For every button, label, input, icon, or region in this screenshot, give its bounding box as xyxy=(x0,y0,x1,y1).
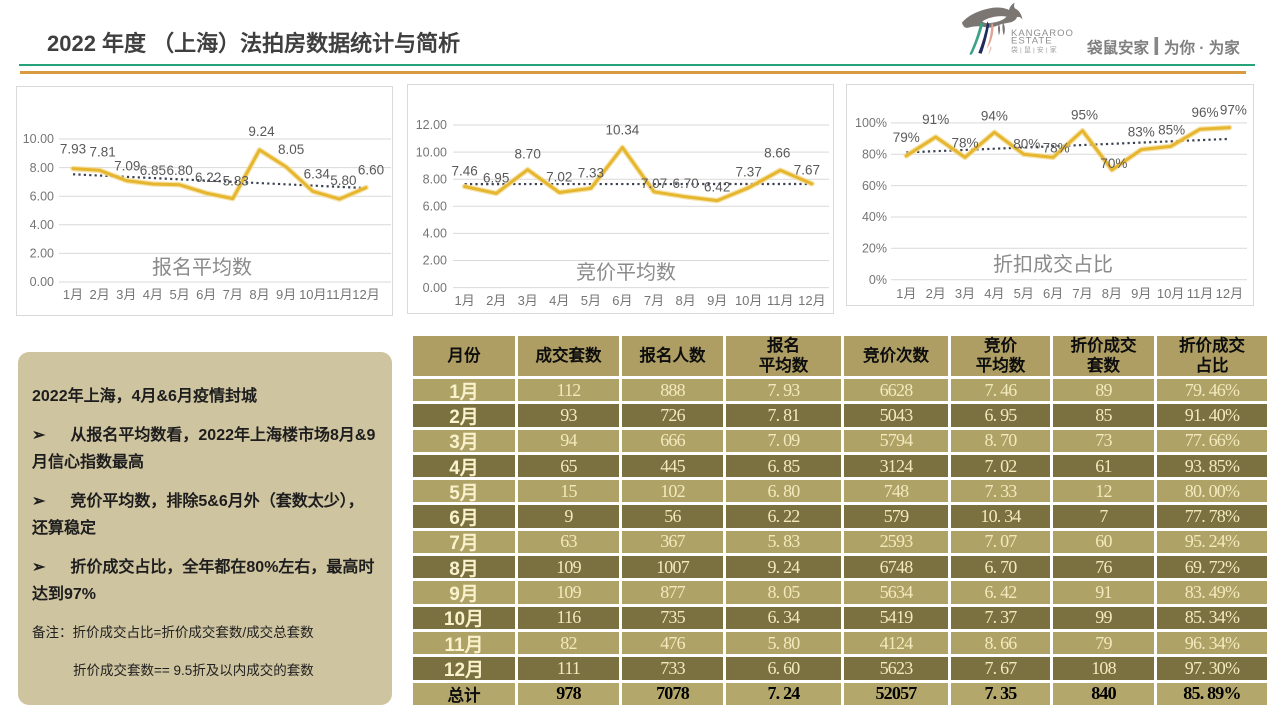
svg-text:80%: 80% xyxy=(862,148,887,162)
svg-text:2月: 2月 xyxy=(486,293,506,308)
svg-text:6.95: 6.95 xyxy=(483,170,509,185)
svg-text:6月: 6月 xyxy=(1043,286,1063,301)
svg-text:2月: 2月 xyxy=(89,287,109,302)
svg-text:60%: 60% xyxy=(862,179,887,193)
svg-text:7.37: 7.37 xyxy=(736,165,762,180)
svg-text:12.00: 12.00 xyxy=(416,118,447,132)
svg-text:11月: 11月 xyxy=(1187,286,1214,301)
svg-text:6.42: 6.42 xyxy=(704,180,730,195)
svg-text:10月: 10月 xyxy=(1157,286,1184,301)
svg-text:12月: 12月 xyxy=(1216,286,1243,301)
svg-text:78%: 78% xyxy=(951,135,978,150)
svg-text:9月: 9月 xyxy=(707,293,727,308)
svg-text:袋|鼠|安|家: 袋|鼠|安|家 xyxy=(1011,45,1059,54)
svg-text:91%: 91% xyxy=(922,112,949,127)
svg-text:8.05: 8.05 xyxy=(278,142,304,157)
svg-text:10.00: 10.00 xyxy=(416,145,447,159)
svg-text:6月: 6月 xyxy=(612,293,632,308)
svg-text:7.81: 7.81 xyxy=(89,144,115,159)
svg-text:7.33: 7.33 xyxy=(578,165,604,180)
svg-text:12月: 12月 xyxy=(798,293,825,308)
svg-text:7月: 7月 xyxy=(223,287,243,302)
svg-text:20%: 20% xyxy=(862,242,887,256)
svg-text:6.00: 6.00 xyxy=(423,200,447,214)
svg-text:4.00: 4.00 xyxy=(30,218,54,232)
svg-text:7.46: 7.46 xyxy=(451,164,477,179)
svg-text:97%: 97% xyxy=(1220,103,1247,118)
svg-text:9.24: 9.24 xyxy=(248,124,275,139)
svg-text:4月: 4月 xyxy=(549,293,569,308)
svg-text:8.66: 8.66 xyxy=(764,145,790,160)
svg-text:9月: 9月 xyxy=(276,287,296,302)
svg-text:3月: 3月 xyxy=(518,293,538,308)
svg-text:85%: 85% xyxy=(1158,122,1185,137)
svg-text:10.00: 10.00 xyxy=(23,132,54,146)
svg-text:79%: 79% xyxy=(893,130,920,145)
svg-text:0.00: 0.00 xyxy=(423,281,447,295)
svg-text:5月: 5月 xyxy=(169,287,189,302)
svg-text:KANGAROO: KANGAROO xyxy=(1011,28,1074,39)
svg-text:6.85: 6.85 xyxy=(140,163,166,178)
svg-text:10月: 10月 xyxy=(735,293,762,308)
svg-text:10.34: 10.34 xyxy=(606,123,640,138)
svg-text:83%: 83% xyxy=(1128,125,1155,140)
svg-text:为你 · 为家: 为你 · 为家 xyxy=(1164,38,1240,57)
svg-text:94%: 94% xyxy=(981,108,1008,123)
svg-text:7.07: 7.07 xyxy=(641,176,667,191)
svg-text:4.00: 4.00 xyxy=(423,227,447,241)
svg-text:7月: 7月 xyxy=(644,293,664,308)
svg-text:6.60: 6.60 xyxy=(358,163,384,178)
svg-text:5月: 5月 xyxy=(581,293,601,308)
svg-text:12月: 12月 xyxy=(352,287,379,302)
svg-text:8.00: 8.00 xyxy=(30,161,54,175)
svg-text:9月: 9月 xyxy=(1131,286,1151,301)
svg-text:11月: 11月 xyxy=(326,287,353,302)
svg-text:80%: 80% xyxy=(1013,136,1040,151)
svg-text:7月: 7月 xyxy=(1072,286,1092,301)
svg-text:10月: 10月 xyxy=(299,287,326,302)
svg-text:6.70: 6.70 xyxy=(672,176,698,191)
svg-text:4月: 4月 xyxy=(984,286,1004,301)
svg-text:78%: 78% xyxy=(1043,140,1070,155)
svg-text:95%: 95% xyxy=(1071,108,1098,123)
svg-text:7.93: 7.93 xyxy=(60,142,86,157)
svg-text:2月: 2月 xyxy=(926,286,946,301)
svg-text:7.02: 7.02 xyxy=(546,170,572,185)
svg-text:100%: 100% xyxy=(855,116,887,130)
svg-text:5.83: 5.83 xyxy=(223,174,249,189)
svg-text:0.00: 0.00 xyxy=(30,275,54,289)
svg-text:1月: 1月 xyxy=(896,286,916,301)
svg-text:1月: 1月 xyxy=(63,287,83,302)
svg-text:报名平均数: 报名平均数 xyxy=(152,256,252,279)
svg-text:4月: 4月 xyxy=(143,287,163,302)
svg-text:6.80: 6.80 xyxy=(166,163,192,178)
svg-text:11月: 11月 xyxy=(767,293,794,308)
svg-text:96%: 96% xyxy=(1191,105,1218,120)
svg-text:40%: 40% xyxy=(862,210,887,224)
svg-text:竞价平均数: 竞价平均数 xyxy=(576,261,676,284)
svg-text:6.22: 6.22 xyxy=(195,170,221,185)
svg-text:8.70: 8.70 xyxy=(515,147,541,162)
svg-text:ESTATE: ESTATE xyxy=(1011,36,1053,47)
svg-text:袋鼠安家: 袋鼠安家 xyxy=(1086,38,1150,57)
svg-text:6.34: 6.34 xyxy=(304,166,331,181)
svg-text:3月: 3月 xyxy=(116,287,136,302)
svg-text:6月: 6月 xyxy=(196,287,216,302)
svg-text:2.00: 2.00 xyxy=(423,254,447,268)
svg-text:5月: 5月 xyxy=(1014,286,1034,301)
svg-text:2.00: 2.00 xyxy=(30,247,54,261)
svg-text:3月: 3月 xyxy=(955,286,975,301)
svg-text:折扣成交占比: 折扣成交占比 xyxy=(993,253,1113,276)
svg-text:6.00: 6.00 xyxy=(30,189,54,203)
svg-text:0%: 0% xyxy=(869,273,887,287)
svg-text:7.67: 7.67 xyxy=(794,163,820,178)
svg-text:70%: 70% xyxy=(1100,156,1127,171)
svg-text:1月: 1月 xyxy=(454,293,474,308)
svg-text:8.00: 8.00 xyxy=(423,172,447,186)
svg-text:8月: 8月 xyxy=(1102,286,1122,301)
svg-text:8月: 8月 xyxy=(675,293,695,308)
svg-text:5.80: 5.80 xyxy=(330,173,356,188)
svg-text:7.09: 7.09 xyxy=(114,159,140,174)
svg-text:8月: 8月 xyxy=(249,287,269,302)
